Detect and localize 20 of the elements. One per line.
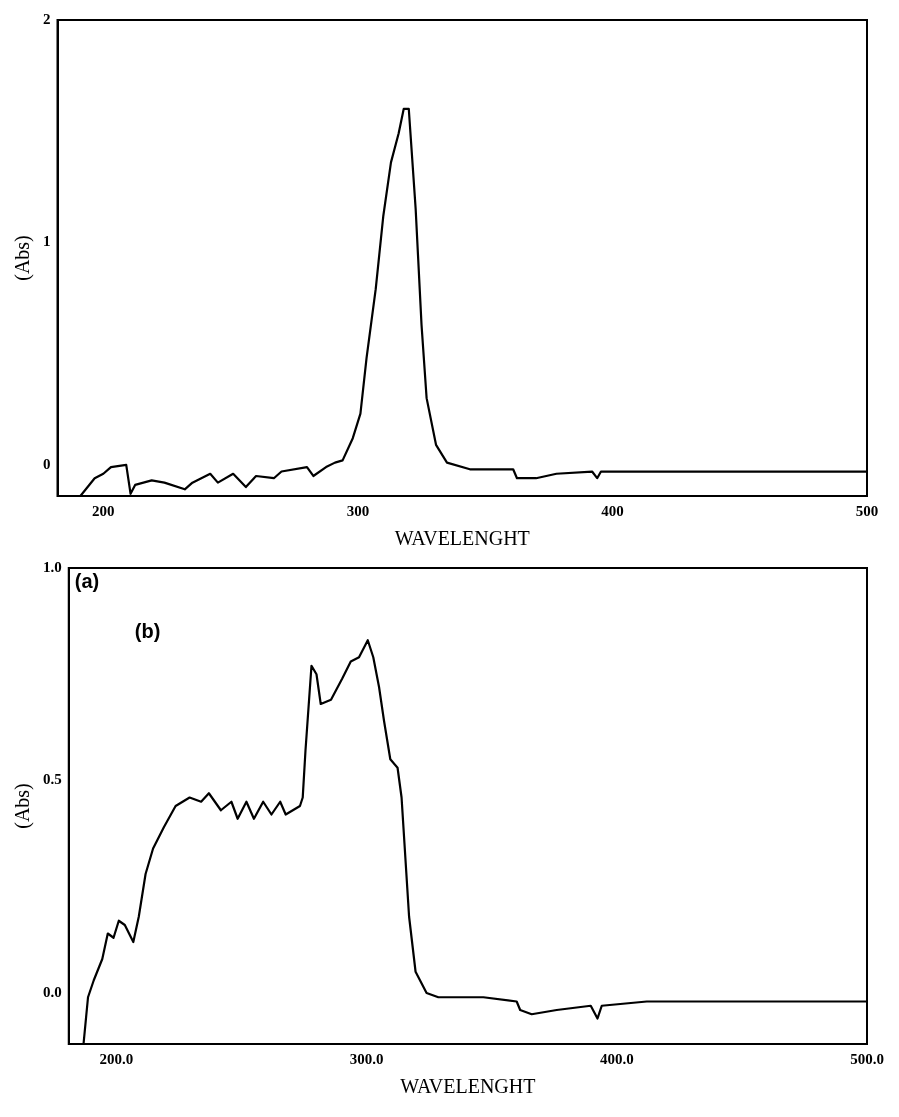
x-tick-label: 200: [92, 502, 115, 519]
x-tick-label: 400: [601, 502, 624, 519]
y-axis-title: (Abs): [11, 783, 35, 829]
y-tick-label: 1.0: [43, 558, 62, 575]
x-tick-label: 300: [346, 502, 370, 519]
annotation: (b): [134, 619, 161, 642]
x-tick-label: 500.0: [850, 1050, 884, 1067]
y-tick-label: 0: [43, 455, 51, 472]
y-tick-label: 1: [43, 233, 51, 250]
y-tick-label: 2: [43, 10, 51, 27]
x-tick-label: 300.0: [349, 1050, 384, 1067]
annotation: (a): [74, 569, 100, 592]
x-axis-title: WAVELENGHT: [400, 1075, 536, 1098]
x-tick-label: 500: [855, 502, 879, 519]
y-tick-label: 0.0: [43, 983, 62, 1000]
y-axis-title: (Abs): [11, 235, 35, 281]
x-axis-title: WAVELENGHT: [394, 527, 530, 550]
x-tick-label: 400.0: [599, 1050, 634, 1067]
y-tick-label: 0.5: [43, 771, 62, 788]
x-tick-label: 200.0: [99, 1050, 134, 1067]
